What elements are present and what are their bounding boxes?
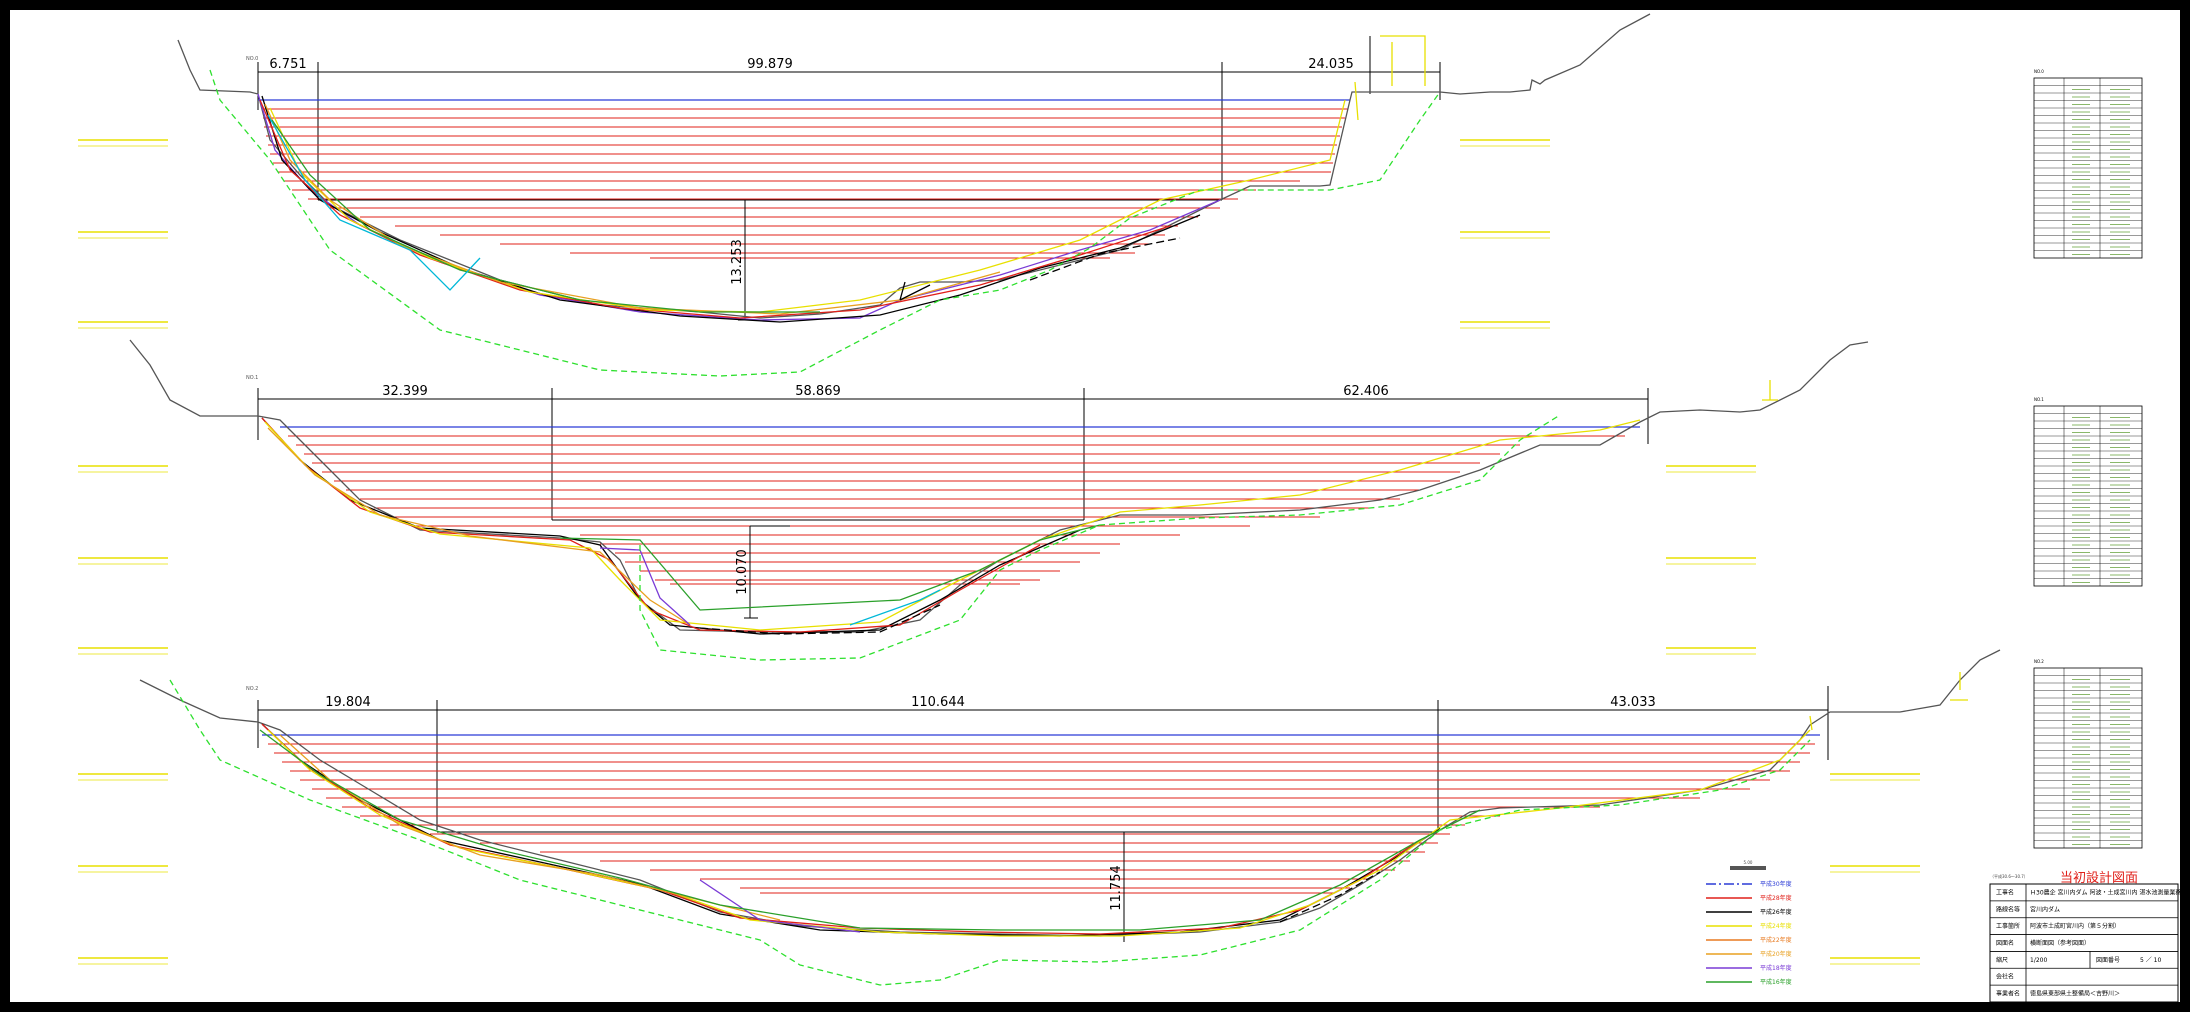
title-block-row-value: 1/200 (2030, 957, 2047, 964)
section-no0-label: NO.0 (246, 56, 258, 62)
title-block-row-value: 阿波市土成町宮川内（第５分割） (2030, 922, 2120, 930)
area-table-label: NO.0 (2034, 69, 2044, 74)
title-block-row-label: 会社名 (1996, 973, 2014, 981)
title-block-row-value: 横断面図（参考図面） (2030, 939, 2090, 947)
section-no0-water-lines (258, 99, 1350, 259)
legend-label: 平成30年度 (1760, 880, 1792, 888)
area-table-label: NO.2 (2034, 659, 2044, 664)
title-block-stamp: 当初設計図面 (2060, 870, 2138, 886)
section-no1-dim-2: 58.869 (795, 384, 841, 399)
section-no2-dim-1: 19.804 (325, 695, 371, 710)
legend: 5.00 平成30年度平成28年度平成26年度平成24年度平成22年度平成20年… (1706, 860, 1792, 986)
section-no0-dim-3: 24.035 (1308, 57, 1354, 72)
title-block-row-label: 路線名等 (1996, 905, 2020, 913)
drawing-number-label: 図面番号 (2096, 957, 2120, 964)
area-tables: NO.0 NO.1 NO.2 (2033, 69, 2143, 849)
title-block-row-label: 図面名 (1996, 939, 2014, 947)
section-no0-depth: 13.253 (730, 239, 745, 285)
section-no0-terrain (177, 13, 1651, 377)
title-block-period: （平成30.6〜30.7） (1990, 873, 2028, 879)
legend-label: 平成20年度 (1760, 950, 1792, 958)
section-no1-dim-1: 32.399 (382, 384, 428, 399)
section-no0-dim-1: 6.751 (269, 57, 306, 72)
side-elevation-labels (78, 139, 1920, 965)
section-no2: NO.2 19.804 110.644 43.033 (139, 649, 2001, 986)
title-block-row-label: 工事箇所 (1996, 922, 2020, 930)
section-no2-terrain (139, 649, 2001, 986)
section-no2-dim-3: 43.033 (1610, 695, 1656, 710)
legend-label: 平成28年度 (1760, 894, 1792, 902)
section-no1-water-lines (280, 426, 1640, 585)
section-no1: NO.1 32.399 58.869 62.406 (129, 339, 1869, 661)
legend-label: 平成22年度 (1760, 936, 1792, 944)
section-no2-depth: 11.754 (1109, 865, 1124, 911)
section-no1-depth: 10.070 (735, 549, 750, 595)
title-block-row-value: Ｈ30農企 宮川内ダム 阿波・土成宮川内 湛水池測量業務 1号 (2030, 888, 2190, 896)
section-no2-dim-2: 110.644 (911, 695, 965, 710)
section-no2-label: NO.2 (246, 686, 258, 692)
legend-label: 平成24年度 (1760, 922, 1792, 930)
section-no1-dim-3: 62.406 (1343, 384, 1389, 399)
section-no0-dim-2: 99.879 (747, 57, 793, 72)
area-table-label: NO.1 (2034, 397, 2044, 402)
section-no1-label: NO.1 (246, 375, 258, 381)
title-block: （平成30.6〜30.7） 当初設計図面 工事名 Ｈ30農企 宮川内ダム 阿波・土… (1989, 870, 2190, 1003)
title-block-row-label: 事業者名 (1996, 990, 2020, 998)
title-block-row-label: 工事名 (1996, 888, 2014, 896)
scale-bar (1730, 866, 1766, 870)
legend-label: 平成16年度 (1760, 978, 1792, 986)
section-no0: NO.0 6.751 99.879 24.035 (177, 13, 1651, 377)
section-no1-terrain (129, 339, 1869, 661)
legend-label: 平成18年度 (1760, 964, 1792, 972)
title-block-row-label: 縮尺 (1996, 956, 2008, 964)
title-block-row-value: 徳島県東部県土整備局＜吉野川＞ (2030, 990, 2120, 998)
section-no2-water-lines (262, 734, 1820, 894)
title-block-row-value: 宮川内ダム (2030, 905, 2060, 913)
legend-label: 平成26年度 (1760, 908, 1792, 916)
drawing-number: 5 ／ 10 (2140, 957, 2161, 964)
scale-bar-label: 5.00 (1744, 860, 1753, 865)
